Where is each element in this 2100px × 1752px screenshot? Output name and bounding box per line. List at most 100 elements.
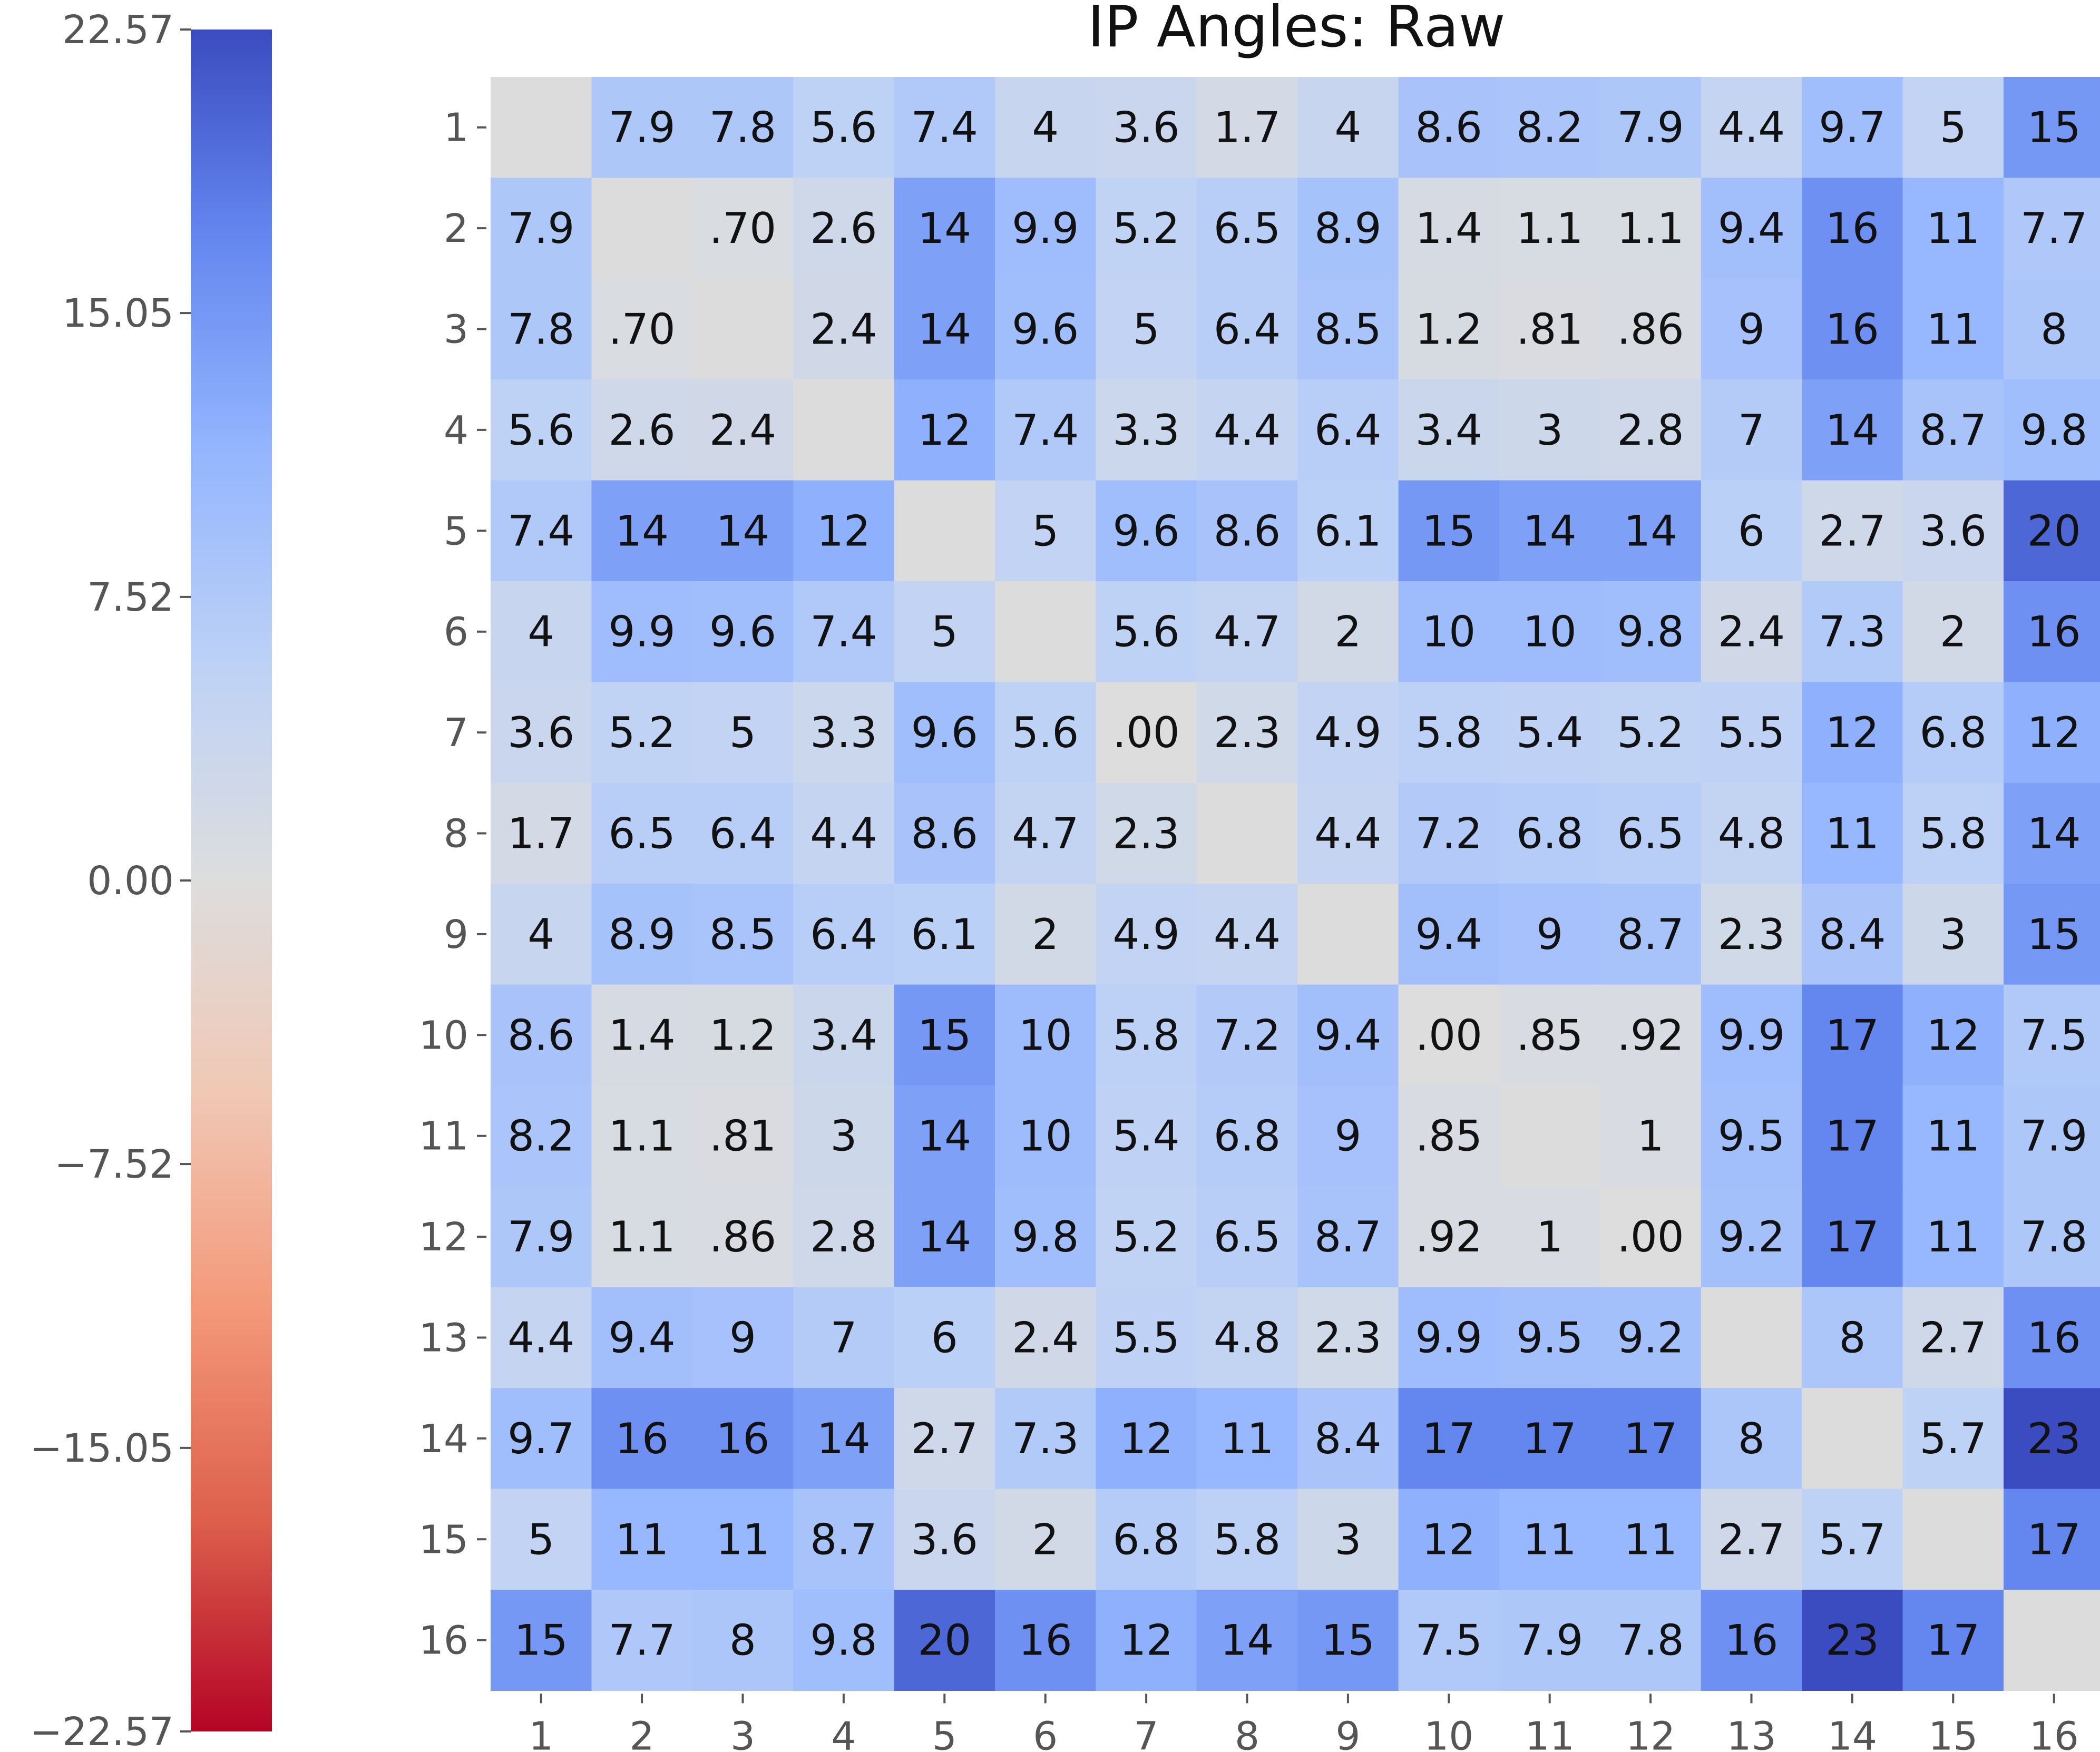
heatmap-cell-label: 15 [917, 1011, 971, 1060]
heatmap-cell-label: 9.7 [1819, 103, 1886, 152]
x-tick-label: 11 [1525, 1714, 1575, 1752]
heatmap-cell [995, 77, 1096, 178]
heatmap-cell-label: 1.1 [608, 1212, 675, 1261]
heatmap-cell [491, 480, 592, 582]
heatmap-cell-label: 7.3 [1819, 608, 1886, 657]
heatmap-cell-label: 12 [1422, 1515, 1476, 1564]
heatmap-cell-label: 7.9 [2020, 1112, 2087, 1161]
heatmap-cell-label: 2.7 [1920, 1314, 1987, 1363]
heatmap-cell [1196, 984, 1298, 1086]
heatmap-cell [1902, 884, 2004, 985]
heatmap-cell [1398, 77, 1500, 178]
heatmap-cell [491, 1287, 592, 1388]
heatmap-cell-label: 16 [2027, 1314, 2081, 1363]
heatmap-cell-label: 9.9 [1415, 1314, 1482, 1363]
heatmap-cell [1499, 1085, 1600, 1187]
heatmap-cell-label: 8.7 [1314, 1212, 1381, 1261]
heatmap-cell [491, 178, 592, 279]
heatmap-cell-label: 9.9 [1718, 1011, 1785, 1060]
x-tick-label: 5 [932, 1714, 957, 1752]
heatmap-cell [692, 278, 794, 380]
y-tick-label: 1 [444, 105, 468, 151]
heatmap-cell [692, 581, 794, 682]
heatmap-cell [1096, 984, 1197, 1086]
heatmap-cell [1196, 77, 1298, 178]
heatmap-cell-label: 14 [917, 1112, 971, 1161]
heatmap-cell [491, 77, 592, 178]
heatmap-cell [1398, 278, 1500, 380]
heatmap-cell [1902, 77, 2004, 178]
heatmap-cell-label: 9.5 [1516, 1314, 1583, 1363]
heatmap-cell [1701, 1489, 1802, 1590]
heatmap-cell-label: 1 [1637, 1112, 1664, 1161]
x-tick-label: 8 [1235, 1714, 1259, 1752]
heatmap-cell [692, 984, 794, 1086]
heatmap-cell [1600, 480, 1702, 582]
heatmap-cell-label: 23 [1825, 1616, 1879, 1665]
heatmap-cell-label: 8.6 [1214, 506, 1281, 555]
heatmap-cell [1398, 1186, 1500, 1288]
heatmap-cell [591, 1186, 693, 1288]
heatmap-cell-label: 9.8 [1012, 1212, 1079, 1261]
heatmap-cell-label: 8 [1738, 1414, 1765, 1463]
heatmap-cell [591, 379, 693, 481]
heatmap-cell [1096, 1186, 1197, 1288]
heatmap-cell-label: 2 [1334, 608, 1361, 657]
heatmap-cell-label: 7.9 [1617, 103, 1684, 152]
heatmap-cell [2004, 480, 2100, 582]
heatmap-cell-label: 3 [1940, 910, 1967, 959]
heatmap-cell [1196, 379, 1298, 481]
heatmap-cell [894, 379, 995, 481]
heatmap-cell-label: 9.8 [2020, 406, 2087, 455]
heatmap-cell-label: .00 [1415, 1011, 1482, 1060]
heatmap-cell-label: 15 [1321, 1616, 1375, 1665]
heatmap-cell-label: 16 [1825, 204, 1879, 253]
heatmap-cell [1297, 77, 1399, 178]
heatmap-cell [1802, 1590, 1903, 1691]
heatmap-cell-label: 1.1 [1516, 204, 1583, 253]
heatmap-cell-label: 5.8 [1214, 1515, 1281, 1564]
heatmap-cell [591, 1388, 693, 1490]
heatmap-cell-label: 7.9 [507, 204, 574, 253]
heatmap-cell [1701, 1590, 1802, 1691]
heatmap-cell [1196, 1085, 1298, 1187]
heatmap-cell [1600, 379, 1702, 481]
x-tick-label: 16 [2029, 1714, 2079, 1752]
heatmap-cell [1802, 984, 1903, 1086]
heatmap-cell-label: 7.9 [608, 103, 675, 152]
heatmap-cell [1902, 782, 2004, 884]
heatmap-cell [1902, 1388, 2004, 1490]
heatmap-cell-label: 3.3 [1112, 406, 1179, 455]
heatmap-cell-label: .85 [1516, 1011, 1583, 1060]
heatmap-cell-label: 5.8 [1415, 708, 1482, 757]
colorbar-tick-label: −22.57 [30, 1709, 174, 1752]
heatmap-cell-label: 11 [1825, 809, 1879, 858]
heatmap-cell-label: 11 [1926, 305, 1980, 354]
heatmap-cell-label: 17 [2027, 1515, 2081, 1564]
y-tick-label: 2 [444, 206, 468, 251]
heatmap-cell [692, 77, 794, 178]
heatmap-cell-label: 16 [1825, 305, 1879, 354]
heatmap-cell [894, 984, 995, 1086]
heatmap-cell-label: 17 [1825, 1212, 1879, 1261]
heatmap-cell [1096, 278, 1197, 380]
heatmap-cell-label: 4 [528, 608, 554, 657]
heatmap-cell [2004, 278, 2100, 380]
heatmap-cell-label: 1.1 [1617, 204, 1684, 253]
heatmap-cell-label: 3 [1536, 406, 1563, 455]
heatmap-cell-label: 16 [716, 1414, 770, 1463]
heatmap-cells [491, 77, 2100, 1691]
heatmap-cell [491, 278, 592, 380]
heatmap-cell-label: 5 [1940, 103, 1967, 152]
colorbar-tick-label: 22.57 [62, 7, 174, 53]
heatmap-cell [1096, 1085, 1197, 1187]
y-tick-label: 9 [444, 912, 468, 957]
heatmap-cell [995, 1085, 1096, 1187]
heatmap-cell [1499, 884, 1600, 985]
heatmap-cell-label: 16 [1725, 1616, 1779, 1665]
heatmap-cell-label: 4.4 [1214, 910, 1281, 959]
heatmap-cell [2004, 581, 2100, 682]
heatmap-cell [894, 1186, 995, 1288]
heatmap-cell-label: 5 [1133, 305, 1160, 354]
